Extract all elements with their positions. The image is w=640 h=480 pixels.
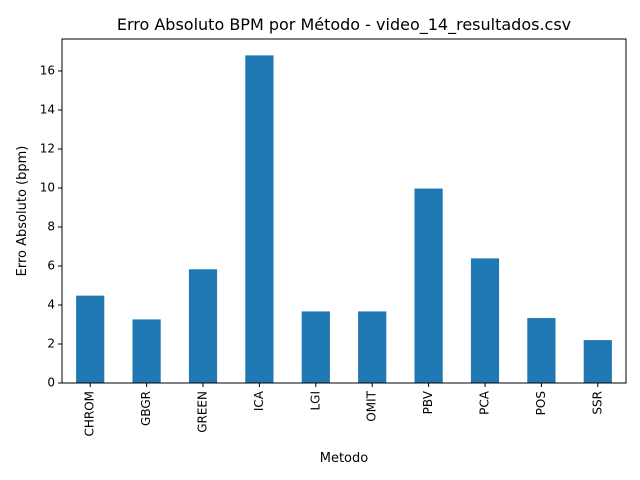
bar-omit xyxy=(358,311,387,383)
y-tick-label: 16 xyxy=(40,63,55,77)
y-tick-label: 8 xyxy=(47,219,55,233)
chart-title: Erro Absoluto BPM por Método - video_14_… xyxy=(117,15,571,35)
x-tick-label: POS xyxy=(534,391,548,415)
bar-gbgr xyxy=(132,319,161,383)
bar-ica xyxy=(245,55,274,383)
y-axis-ticks: 0 2 4 6 8 10 12 14 16 xyxy=(40,63,62,390)
x-axis-label: Metodo xyxy=(320,451,369,466)
bar-pbv xyxy=(414,188,443,383)
bar-lgi xyxy=(301,311,330,383)
x-tick-label: PBV xyxy=(421,390,435,414)
y-axis-label: Erro Absoluto (bpm) xyxy=(15,146,30,277)
x-tick-label: OMIT xyxy=(365,390,379,421)
x-tick-label: ICA xyxy=(252,390,266,411)
bar-pos xyxy=(527,318,556,383)
y-tick-label: 14 xyxy=(40,102,55,116)
x-tick-label: PCA xyxy=(478,390,492,415)
bar-green xyxy=(188,269,218,383)
x-tick-label: SSR xyxy=(590,391,604,415)
y-tick-label: 2 xyxy=(47,336,55,350)
x-tick-label: GBGR xyxy=(139,391,153,426)
x-tick-label: GREEN xyxy=(196,391,210,433)
x-tick-label: CHROM xyxy=(83,391,97,437)
y-tick-label: 10 xyxy=(40,180,55,194)
y-tick-label: 12 xyxy=(40,141,55,155)
y-tick-label: 4 xyxy=(47,297,55,311)
x-tick-label: LGI xyxy=(308,391,322,411)
x-axis-ticks: CHROM GBGR GREEN ICA LGI OMIT PBV PCA POS SSR xyxy=(83,383,604,437)
bar-ssr xyxy=(583,340,612,383)
bar-pca xyxy=(470,258,500,383)
y-tick-label: 6 xyxy=(47,258,55,272)
bars-group xyxy=(76,55,612,383)
bar-chrom xyxy=(76,295,105,383)
y-tick-label: 0 xyxy=(47,376,55,390)
axes-frame xyxy=(61,38,627,384)
